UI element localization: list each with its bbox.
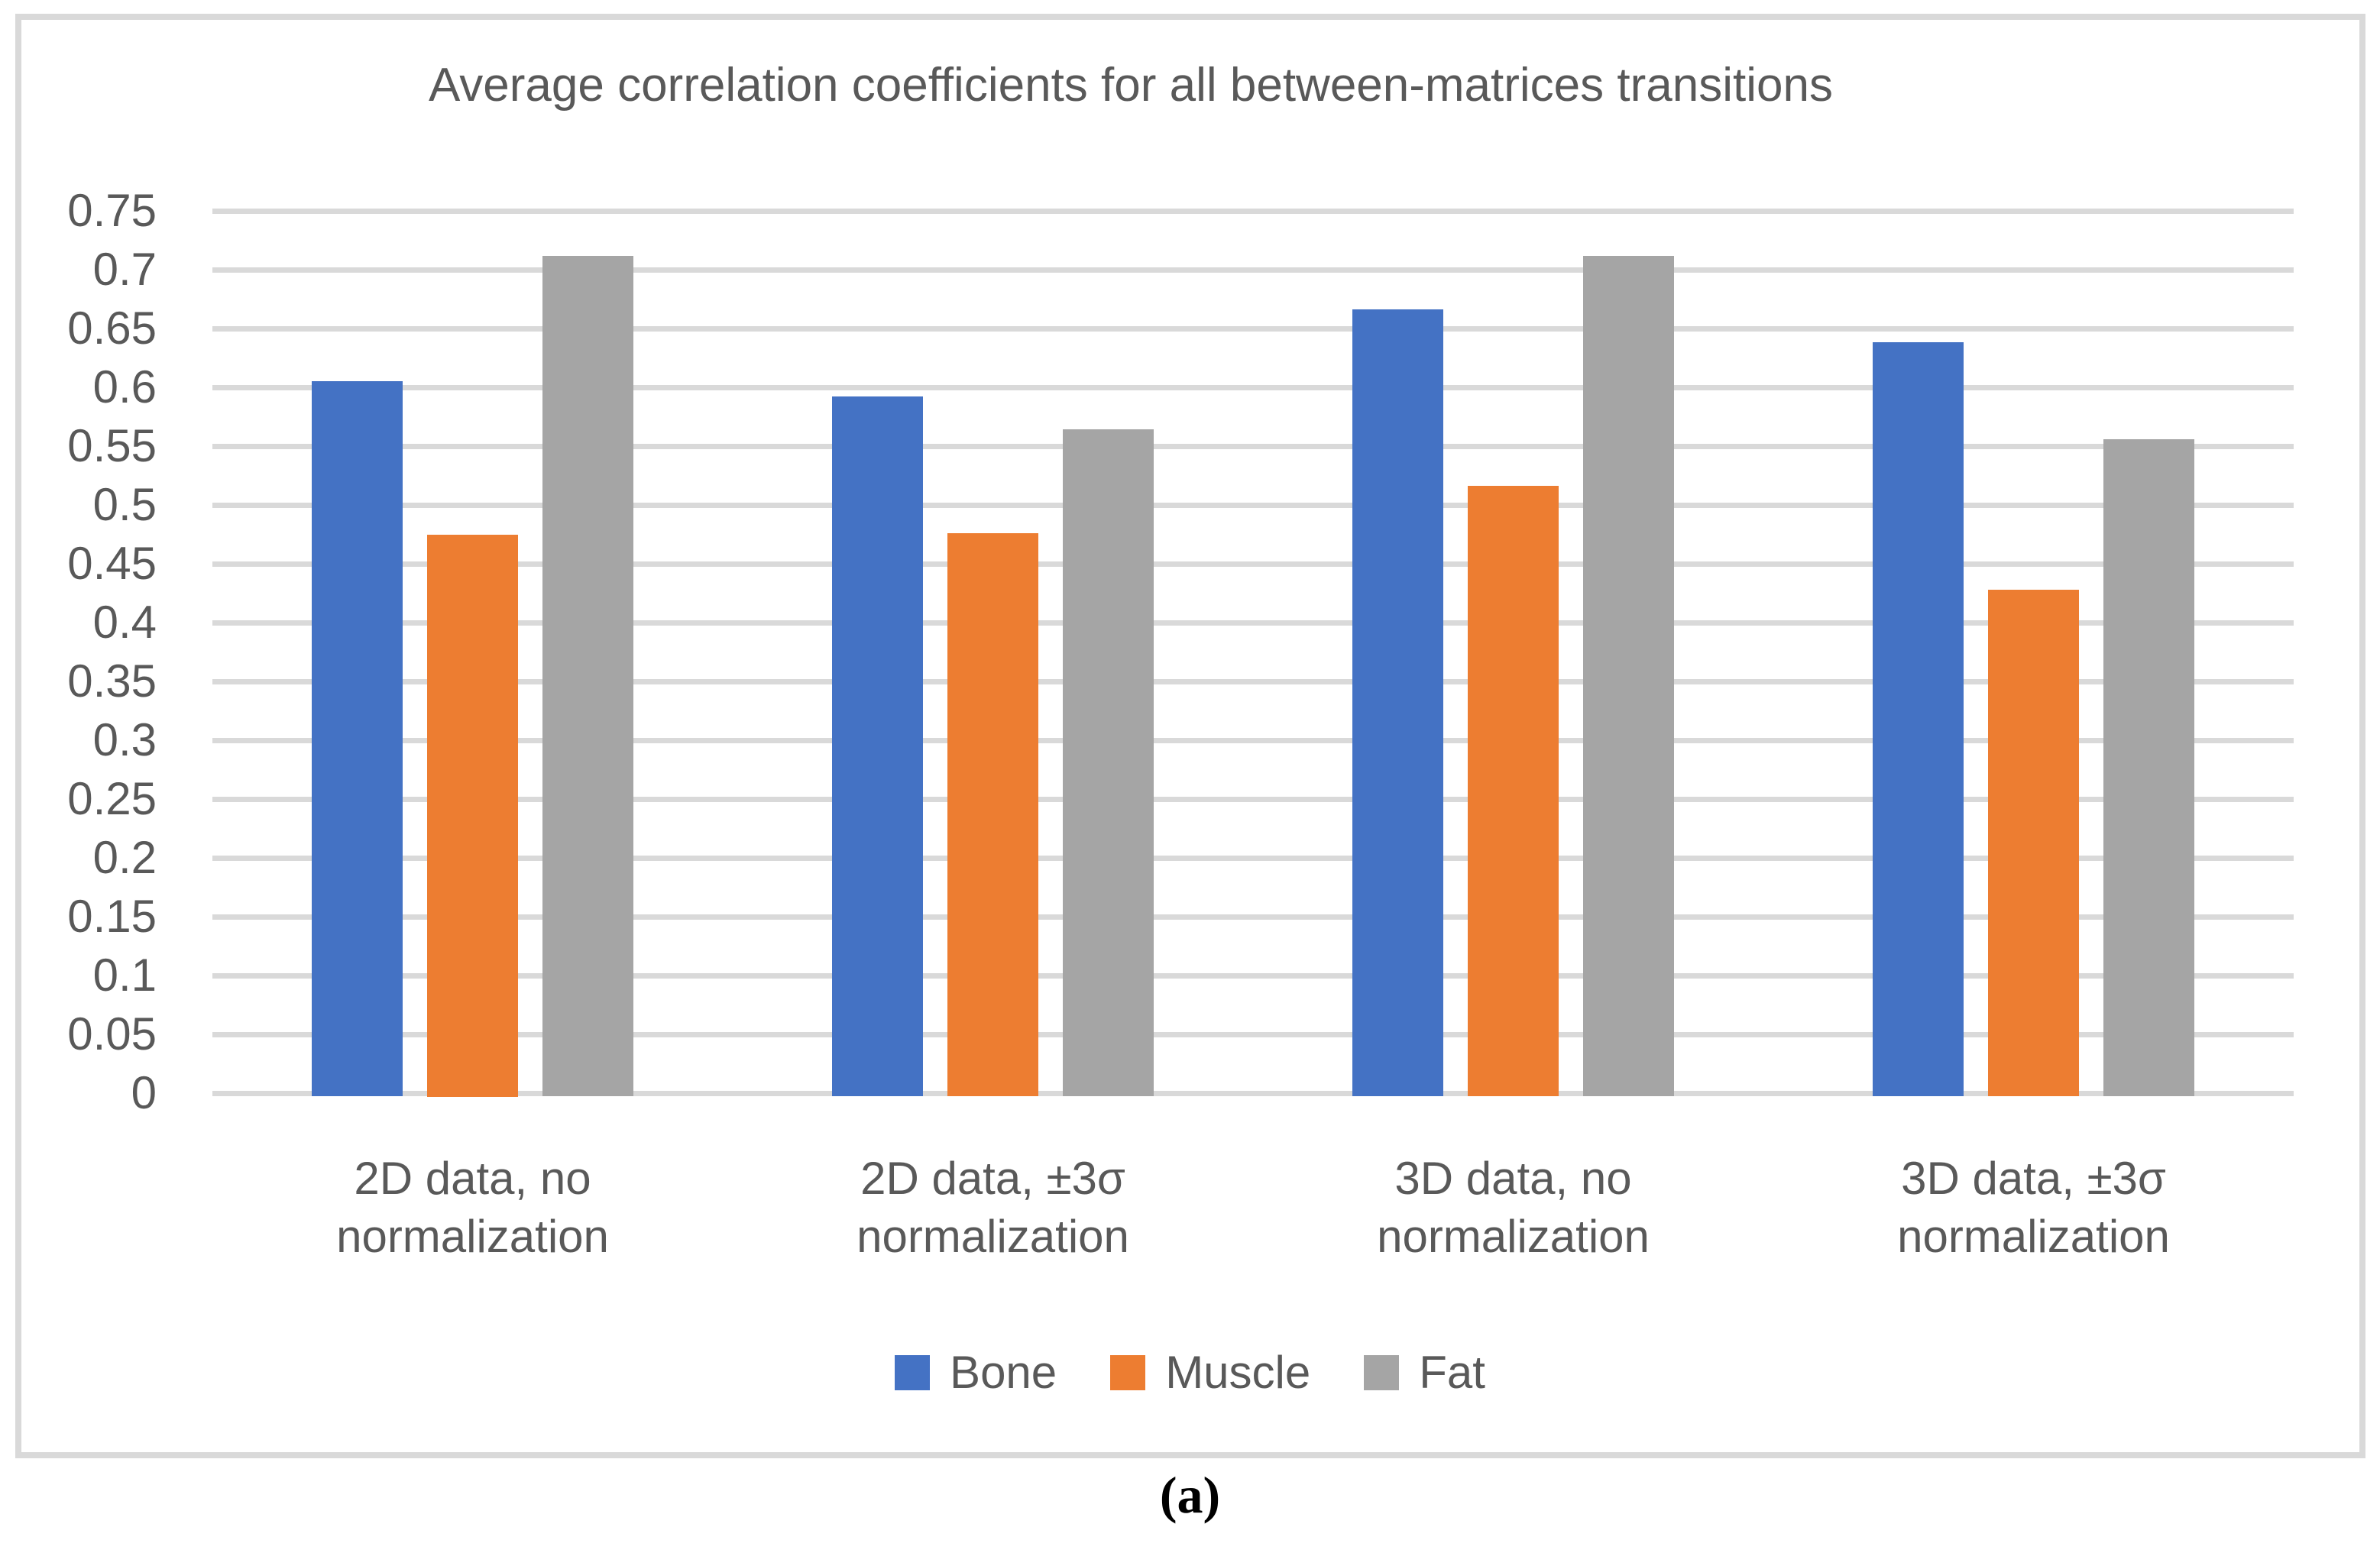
y-tick-label: 0.55 [67, 420, 157, 471]
bar-bone-group-4 [1873, 342, 1964, 1096]
y-tick-label: 0.6 [92, 361, 157, 413]
gridline [212, 1032, 2294, 1037]
legend-item: Muscle [1110, 1346, 1310, 1399]
x-category-label: 3D data, ±3σ normalization [1897, 1153, 2170, 1262]
chart-title: Average correlation coefficients for all… [429, 59, 1833, 112]
y-tick-label: 0.25 [67, 773, 157, 824]
x-category-label: 3D data, no normalization [1377, 1153, 1650, 1262]
legend-label: Bone [950, 1347, 1057, 1398]
legend-swatch-fat [1364, 1354, 1400, 1390]
gridline [212, 503, 2294, 508]
gridline [212, 973, 2294, 979]
legend: Bone Muscle Fat [0, 1346, 2380, 1399]
gridline [212, 914, 2294, 920]
y-tick-label: 0.4 [92, 597, 157, 648]
bar-fat-group-4 [2103, 439, 2194, 1096]
y-tick-label: 0.45 [67, 538, 157, 589]
bar-muscle-group-1 [427, 535, 518, 1097]
x-category-label: 2D data, no normalization [336, 1153, 609, 1262]
y-tick-label: 0.5 [92, 479, 157, 530]
y-tick-label: 0 [131, 1067, 157, 1118]
legend-swatch-bone [895, 1354, 931, 1390]
bar-fat-group-2 [1063, 429, 1154, 1096]
gridline [212, 267, 2294, 273]
figure-caption: (a) [1159, 1466, 1221, 1524]
gridline [212, 561, 2294, 567]
bar-fat-group-3 [1583, 256, 1674, 1096]
gridline [212, 679, 2294, 684]
gridline [212, 209, 2294, 214]
bar-bone-group-3 [1352, 309, 1443, 1096]
bar-bone-group-1 [312, 381, 403, 1096]
bar-muscle-group-4 [1988, 590, 2079, 1096]
y-tick-label: 0.1 [92, 950, 157, 1001]
bar-bone-group-2 [832, 396, 923, 1096]
y-tick-label: 0.65 [67, 303, 157, 354]
y-tick-label: 0.75 [67, 185, 157, 236]
legend-swatch-muscle [1110, 1354, 1146, 1390]
legend-label: Fat [1419, 1347, 1485, 1398]
gridline [212, 797, 2294, 802]
x-category-label: 2D data, ±3σ normalization [856, 1153, 1129, 1262]
gridline [212, 738, 2294, 743]
bar-muscle-group-3 [1468, 486, 1559, 1096]
y-tick-label: 0.2 [92, 832, 157, 883]
chart-frame [15, 14, 2365, 1458]
y-tick-label: 0.7 [92, 244, 157, 295]
legend-item: Bone [895, 1346, 1057, 1399]
gridline [212, 444, 2294, 449]
y-tick-label: 0.15 [67, 891, 157, 942]
legend-label: Muscle [1165, 1347, 1311, 1398]
gridline [212, 326, 2294, 332]
y-tick-label: 0.35 [67, 655, 157, 707]
gridline [212, 1091, 2294, 1096]
y-tick-label: 0.3 [92, 714, 157, 765]
gridline [212, 620, 2294, 626]
legend-item: Fat [1364, 1346, 1485, 1399]
y-tick-label: 0.05 [67, 1008, 157, 1060]
gridline [212, 856, 2294, 861]
bar-muscle-group-2 [947, 533, 1038, 1096]
bar-fat-group-1 [542, 256, 633, 1096]
gridline [212, 385, 2294, 390]
